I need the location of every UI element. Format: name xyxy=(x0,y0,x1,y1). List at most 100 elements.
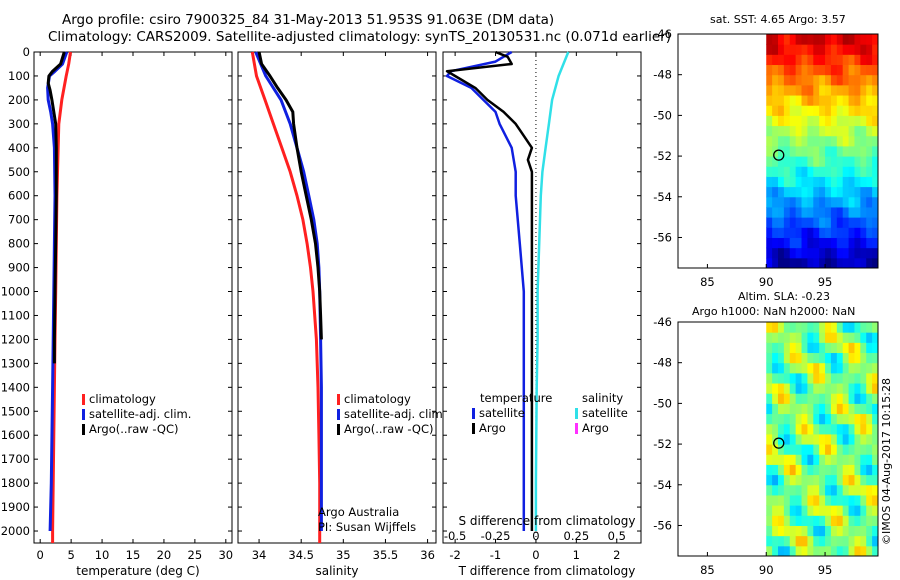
sla-cell xyxy=(778,352,785,364)
x-tick-label: 0 xyxy=(37,548,44,562)
legend-swatch xyxy=(472,408,475,419)
sla-cell xyxy=(813,454,820,465)
sla-cell xyxy=(854,403,861,415)
sst-map-panel: 85 90 95 -46 -48 -50 -52 -54 -56 xyxy=(653,27,879,289)
sst-cell xyxy=(825,54,832,66)
sst-cell xyxy=(778,186,785,198)
x-tick-label: -2 xyxy=(449,548,460,562)
sst-cell xyxy=(836,44,844,55)
sla-cell xyxy=(836,525,844,537)
sst-cell xyxy=(819,145,826,157)
sla-cell xyxy=(836,474,844,486)
sla-cell xyxy=(836,352,844,364)
sla-cell xyxy=(836,393,844,404)
x-tick-label: 1 xyxy=(573,548,580,562)
sla-cell xyxy=(813,423,820,435)
sla-cell xyxy=(860,362,867,374)
sla-cell xyxy=(783,413,791,425)
sla-cell xyxy=(842,494,850,506)
sst-cell xyxy=(789,145,797,157)
sla-cell xyxy=(819,545,826,557)
sla-cell xyxy=(848,393,855,404)
sla-cell xyxy=(842,383,850,394)
sst-cell xyxy=(813,247,820,259)
sla-cell xyxy=(836,505,844,516)
sla-cell xyxy=(801,332,808,343)
s-diff-tick-label: -0.25 xyxy=(481,529,511,543)
sst-cell xyxy=(766,34,773,45)
sla-cell xyxy=(813,515,820,526)
sla-cell xyxy=(848,545,855,557)
map-x-tick-label: 95 xyxy=(818,275,833,289)
sst-cell xyxy=(772,257,779,269)
sst-cell xyxy=(848,84,855,96)
x-tick-label: 15 xyxy=(126,548,141,562)
sst-map-title: sat. SST: 4.65 Argo: 3.57 xyxy=(710,13,846,26)
sla-cell xyxy=(854,322,861,333)
sst-cell xyxy=(778,74,785,86)
sst-cell xyxy=(860,247,867,259)
sla-cell xyxy=(836,494,844,506)
sla-cell xyxy=(783,464,791,476)
sst-cell xyxy=(842,74,850,86)
sla-cell xyxy=(783,322,791,333)
sst-cell xyxy=(789,206,797,218)
sst-cell xyxy=(789,64,797,76)
sla-cell xyxy=(860,464,867,476)
sla-cell xyxy=(813,342,820,354)
sla-cell xyxy=(825,505,832,516)
sla-cell xyxy=(860,372,867,384)
sla-cell xyxy=(854,332,861,343)
sst-cell xyxy=(848,115,855,127)
sla-cell xyxy=(848,535,855,547)
sla-cell xyxy=(807,433,814,445)
sst-cell xyxy=(783,64,791,76)
sla-cell xyxy=(766,362,773,374)
sla-cell xyxy=(854,393,861,404)
sla-cell xyxy=(795,322,803,333)
sst-cell xyxy=(854,115,861,127)
sla-cell xyxy=(766,494,773,506)
sla-cell xyxy=(872,494,879,506)
sla-cell xyxy=(801,362,808,374)
sst-cell xyxy=(766,196,773,208)
sla-cell xyxy=(795,474,803,486)
sst-cell xyxy=(789,95,797,106)
sla-cell xyxy=(830,362,838,374)
sla-cell xyxy=(819,423,826,435)
sla-cell xyxy=(807,494,814,506)
sst-cell xyxy=(836,237,844,249)
sla-cell xyxy=(807,413,814,425)
sla-cell xyxy=(783,545,791,557)
sla-cell xyxy=(783,362,791,374)
sla-cell xyxy=(860,525,867,537)
sla-cell xyxy=(789,393,797,404)
sst-cell xyxy=(795,166,803,177)
sst-cell xyxy=(778,166,785,177)
sst-cell xyxy=(848,166,855,177)
sla-cell xyxy=(789,352,797,364)
sla-cell xyxy=(830,332,838,343)
sst-cell xyxy=(783,84,791,96)
sst-cell xyxy=(842,64,850,76)
sst-cell xyxy=(789,196,797,208)
sst-cell xyxy=(766,84,773,96)
sla-cell xyxy=(778,515,785,526)
sla-cell xyxy=(860,444,867,455)
sla-cell xyxy=(807,322,814,333)
sla-cell xyxy=(778,505,785,516)
sla-cell xyxy=(819,464,826,476)
sst-cell xyxy=(819,227,826,238)
sla-cell xyxy=(860,454,867,465)
sla-cell xyxy=(789,484,797,496)
sst-cell xyxy=(854,196,861,208)
sst-cell xyxy=(789,84,797,96)
sst-cell xyxy=(813,176,820,188)
sst-cell xyxy=(783,196,791,208)
sst-cell xyxy=(819,156,826,167)
sla-cell xyxy=(766,474,773,486)
sla-cell xyxy=(842,332,850,343)
sst-cell xyxy=(778,54,785,66)
sla-cell xyxy=(789,464,797,476)
sla-cell xyxy=(813,433,820,445)
